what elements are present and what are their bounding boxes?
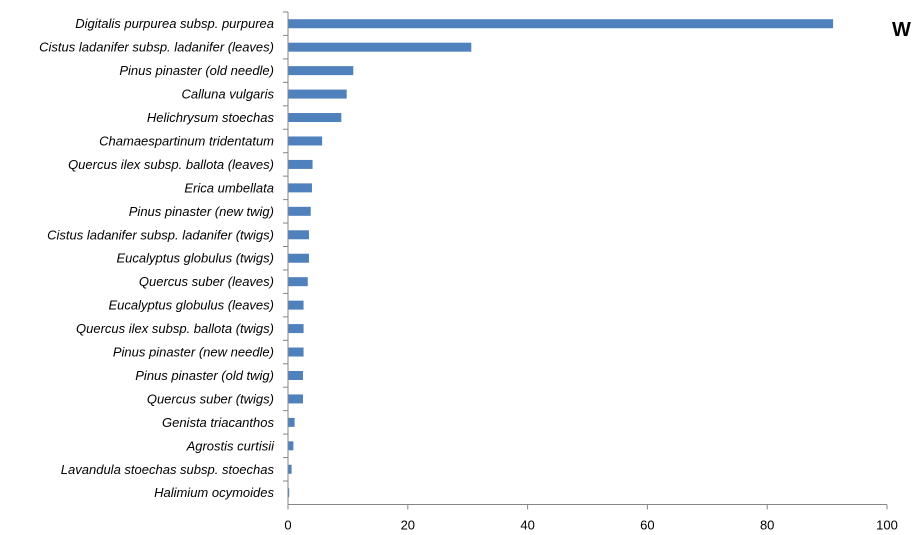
category-label: Chamaespartinum tridentatum: [99, 133, 274, 148]
x-tick-label: 40: [520, 517, 534, 532]
bar: [288, 300, 304, 310]
bar: [288, 42, 472, 52]
x-tick-label: 100: [876, 517, 898, 532]
bar: [288, 136, 323, 146]
category-labels-group: Digitalis purpurea subsp. purpurea Cistus…: [39, 16, 275, 500]
x-tick-label: 0: [284, 517, 291, 532]
bar: [288, 347, 304, 357]
bar: [288, 19, 834, 29]
x-tick-label: 60: [640, 517, 654, 532]
category-label: Lavandula stoechas subsp. stoechas: [61, 462, 275, 477]
category-label: Genista triacanthos: [162, 415, 275, 430]
category-label: Halimium ocymoides: [154, 485, 274, 500]
x-tick-label: 80: [760, 517, 774, 532]
category-label: Quercus suber (twigs): [147, 391, 274, 406]
corner-label: W: [892, 19, 911, 41]
bar: [288, 324, 304, 334]
category-label: Quercus ilex subsp. ballota (twigs): [76, 321, 274, 336]
category-label: Digitalis purpurea subsp. purpurea: [75, 16, 274, 31]
category-label: Agrostis curtisii: [186, 438, 276, 453]
bar: [288, 277, 308, 287]
bar: [288, 417, 295, 427]
category-label: Pinus pinaster (old needle): [119, 63, 274, 78]
bar: [288, 183, 312, 193]
category-label: Eucalyptus globulus (twigs): [116, 251, 274, 266]
bar: [288, 206, 311, 216]
bar: [288, 441, 294, 451]
category-label: Erica umbellata: [184, 180, 274, 195]
category-label: Pinus pinaster (new twig): [129, 204, 274, 219]
bar: [288, 394, 303, 404]
category-label: Helichrysum stoechas: [147, 110, 275, 125]
bar: [288, 488, 290, 498]
bars-group: [288, 19, 834, 498]
bar: [288, 370, 303, 380]
bar: [288, 464, 292, 474]
category-label: Calluna vulgaris: [182, 87, 275, 102]
bar: [288, 89, 347, 99]
category-label: Pinus pinaster (old twig): [135, 368, 274, 383]
category-label: Eucalyptus globulus (leaves): [109, 298, 274, 313]
x-tick-label: 20: [401, 517, 415, 532]
category-label: Cistus ladanifer subsp. ladanifer (leave…: [39, 40, 274, 55]
bar: [288, 159, 313, 169]
bar: [288, 113, 342, 123]
bar: [288, 66, 354, 76]
axes-group: [283, 11, 888, 510]
bar: [288, 230, 309, 240]
category-label: Quercus ilex subsp. ballota (leaves): [68, 157, 274, 172]
category-label: Cistus ladanifer subsp. ladanifer (twigs…: [47, 227, 274, 242]
bar: [288, 253, 309, 263]
x-tick-labels-group: 0 20 40 60 80 100: [284, 517, 897, 532]
category-label: Pinus pinaster (new needle): [113, 345, 274, 360]
category-label: Quercus suber (leaves): [139, 274, 274, 289]
